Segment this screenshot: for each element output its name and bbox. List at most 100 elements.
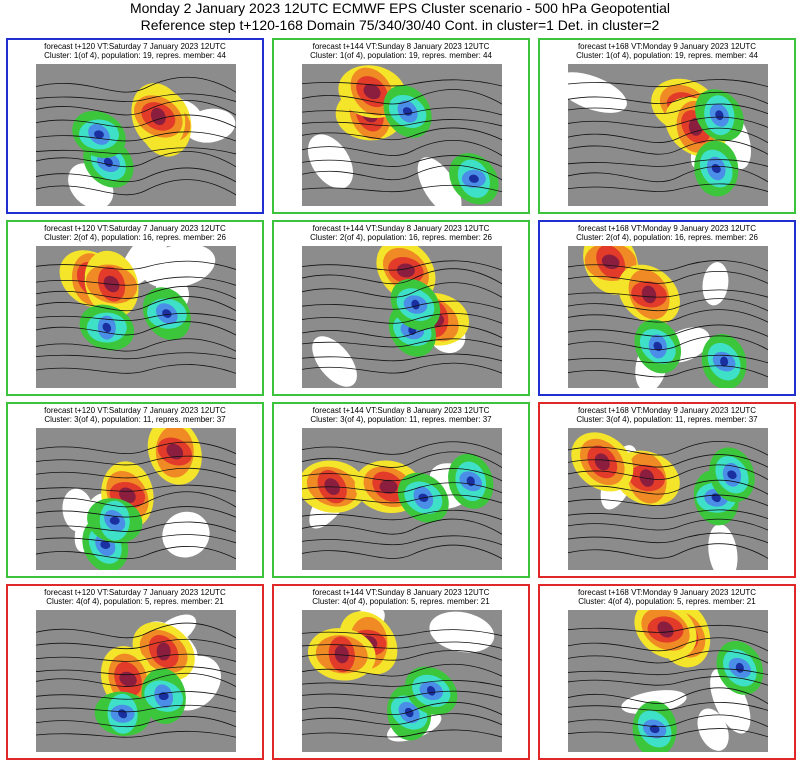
geopotential-map — [568, 610, 768, 752]
anomaly-shading — [94, 130, 104, 139]
panel-cluster-line: Cluster: 3(of 4), population: 11, repres… — [310, 415, 492, 424]
panel-cluster-line: Cluster: 1(of 4), population: 19, repres… — [576, 51, 758, 60]
anomaly-shading — [307, 134, 353, 189]
contour-line — [302, 650, 502, 661]
geopotential-map — [36, 246, 236, 388]
geopotential-map — [568, 246, 768, 388]
cluster-panel: forecast t+120 VT:Saturday 7 January 202… — [6, 38, 264, 214]
panel-title: forecast t+120 VT:Saturday 7 January 202… — [8, 588, 262, 606]
map-figure — [36, 246, 236, 374]
anomaly-shading — [702, 262, 729, 306]
anomaly-shading — [334, 645, 349, 664]
contour-line — [302, 482, 502, 494]
contour-line — [568, 91, 768, 105]
map-figure — [302, 246, 502, 387]
contour-line — [36, 653, 236, 662]
contour-line — [568, 324, 768, 337]
contour-line — [568, 79, 768, 88]
panel-cluster-line: Cluster: 2(of 4), population: 16, repres… — [44, 233, 226, 242]
geopotential-map — [36, 64, 236, 206]
contour-line — [302, 544, 502, 560]
panel-title: forecast t+168 VT:Monday 9 January 2023 … — [540, 42, 794, 60]
contour-line — [568, 676, 768, 686]
contour-line — [36, 179, 236, 196]
anomaly-shading — [102, 322, 112, 333]
contour-line — [568, 637, 768, 652]
contour-line — [36, 521, 236, 533]
anomaly-shading — [100, 540, 111, 549]
contour-line — [302, 324, 502, 339]
panel-forecast-line: forecast t+168 VT:Monday 9 January 2023 … — [577, 588, 757, 597]
contour-line — [36, 321, 236, 336]
map-figure — [36, 428, 236, 570]
contour-line — [302, 663, 502, 677]
page-title: Monday 2 January 2023 12UTC ECMWF EPS Cl… — [129, 0, 671, 16]
panel-cluster-line: Cluster: 1(of 4), population: 19, repres… — [310, 51, 492, 60]
page-subtitle: Reference step t+120-168 Domain 75/340/3… — [140, 17, 660, 33]
contour-line — [36, 338, 236, 352]
contour-line — [302, 494, 502, 504]
anomaly-shading — [404, 707, 414, 718]
contour-line — [302, 641, 502, 649]
anomaly-shading — [657, 621, 674, 638]
contour-line — [302, 79, 502, 87]
geopotential-map — [36, 610, 236, 752]
contour-line — [36, 638, 236, 650]
contour-line — [302, 441, 502, 455]
contour-line — [36, 114, 236, 128]
contour-line — [36, 691, 236, 700]
panel-forecast-line: forecast t+168 VT:Monday 9 January 2023 … — [577, 406, 757, 415]
panel-forecast-line: forecast t+120 VT:Saturday 7 January 202… — [44, 406, 226, 415]
contour-line — [302, 139, 502, 157]
contour-line — [302, 729, 502, 738]
anomaly-shading — [379, 479, 398, 494]
anomaly-shading — [653, 341, 663, 352]
panel-cluster-line: Cluster: 4(of 4), population: 5, repres.… — [46, 597, 224, 606]
panel-cluster-line: Cluster: 3(of 4), population: 11, repres… — [576, 415, 758, 424]
contour-line — [36, 364, 236, 374]
contour-line — [36, 546, 236, 560]
panel-title: forecast t+144 VT:Sunday 8 January 2023 … — [274, 588, 528, 606]
page-header: Monday 2 January 2023 12UTC ECMWF EPS Cl… — [0, 0, 800, 36]
cluster-panel: forecast t+144 VT:Sunday 8 January 2023 … — [272, 220, 530, 396]
contour-line — [36, 296, 236, 312]
cluster-panel: forecast t+120 VT:Saturday 7 January 202… — [6, 220, 264, 396]
contour-line — [568, 127, 768, 144]
geopotential-map — [302, 428, 502, 570]
panel-forecast-line: forecast t+120 VT:Saturday 7 January 202… — [44, 588, 226, 597]
contour-line — [36, 715, 236, 728]
contour-line — [302, 713, 502, 726]
contour-line — [568, 454, 768, 468]
contour-line — [568, 479, 768, 495]
anomaly-shading — [720, 356, 729, 367]
panel-title: forecast t+168 VT:Monday 9 January 2023 … — [540, 224, 794, 242]
panel-forecast-line: forecast t+144 VT:Sunday 8 January 2023 … — [312, 224, 490, 233]
panel-forecast-line: forecast t+168 VT:Monday 9 January 2023 … — [577, 224, 757, 233]
geopotential-map — [302, 610, 502, 752]
contour-line — [568, 298, 768, 312]
cluster-panel: forecast t+144 VT:Sunday 8 January 2023 … — [272, 38, 530, 214]
contour-line — [568, 116, 768, 128]
contour-line — [302, 260, 502, 271]
map-figure — [568, 610, 768, 752]
geopotential-map — [568, 428, 768, 570]
geopotential-map — [302, 246, 502, 388]
contour-line — [36, 730, 236, 738]
contour-line — [302, 268, 502, 285]
contour-line — [302, 353, 502, 362]
panel-forecast-line: forecast t+120 VT:Saturday 7 January 202… — [44, 42, 226, 51]
anomaly-shading — [641, 285, 657, 304]
contour-line — [568, 139, 768, 155]
contour-line — [568, 103, 768, 115]
contour-line — [568, 166, 768, 183]
panel-forecast-line: forecast t+168 VT:Monday 9 January 2023 … — [577, 42, 757, 51]
contour-line — [36, 99, 236, 116]
anomaly-shading — [594, 453, 610, 471]
contour-line — [36, 506, 236, 518]
contour-line — [568, 668, 768, 676]
panel-cluster-line: Cluster: 1(of 4), population: 19, repres… — [44, 51, 226, 60]
contour-line — [302, 629, 502, 637]
contour-line — [302, 300, 502, 310]
contour-line — [568, 509, 768, 520]
anomaly-shading — [715, 110, 724, 121]
